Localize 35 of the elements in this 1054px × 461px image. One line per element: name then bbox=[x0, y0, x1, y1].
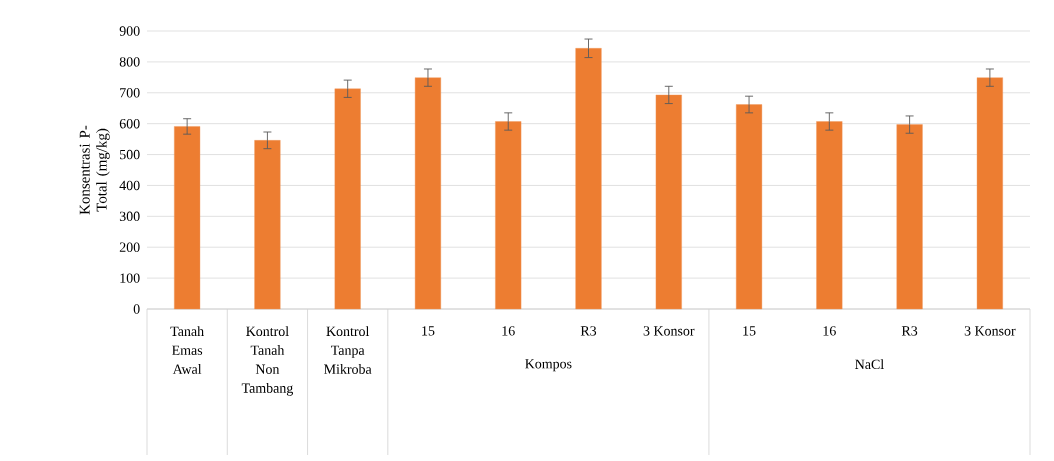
x-tick-label: 3 Konsor bbox=[643, 326, 695, 336]
bar bbox=[896, 124, 923, 310]
x-tick-label: 16 bbox=[823, 326, 836, 336]
y-tick-label: 500 bbox=[120, 149, 140, 160]
y-tick-label: 300 bbox=[119, 211, 140, 222]
bar bbox=[174, 126, 201, 310]
x-tick-label: 15 bbox=[743, 326, 756, 336]
text: NaCl bbox=[855, 359, 884, 370]
x-tick-label: Kontrol Tanpa Mikroba bbox=[324, 326, 372, 374]
y-tick-label: 800 bbox=[119, 57, 140, 67]
text: Kompos bbox=[525, 359, 572, 372]
bar bbox=[334, 88, 361, 310]
x-tick-label: 3 Konsor bbox=[964, 326, 1016, 336]
bar bbox=[736, 104, 763, 310]
y-tick-label: 400 bbox=[119, 180, 140, 191]
x-tick-label: 15 bbox=[422, 326, 435, 336]
y-tick-label: 0 bbox=[133, 304, 140, 314]
x-tick-label: Kontrol Tanah Non Tambang bbox=[241, 326, 294, 396]
x-tick-label: 16 bbox=[502, 326, 515, 336]
bar bbox=[495, 121, 522, 310]
bar bbox=[816, 121, 843, 310]
x-tick-label: R3 bbox=[580, 326, 597, 336]
bar bbox=[575, 48, 602, 310]
y-tick-label: 600 bbox=[119, 118, 140, 129]
x-tick-label: R3 bbox=[901, 326, 918, 336]
x-tick-label: Tanah Emas Awal bbox=[170, 326, 204, 374]
y-tick-label: 700 bbox=[120, 88, 140, 98]
y-tick-label: 100 bbox=[120, 273, 140, 283]
y-axis-title: Konsentrasi P-Total (mg/kg) bbox=[79, 125, 110, 215]
bar bbox=[655, 94, 682, 310]
y-tick-label: 200 bbox=[119, 242, 140, 252]
y-tick-label: 900 bbox=[119, 26, 140, 36]
bar bbox=[976, 77, 1003, 310]
bar bbox=[414, 77, 441, 310]
bar bbox=[254, 140, 281, 310]
